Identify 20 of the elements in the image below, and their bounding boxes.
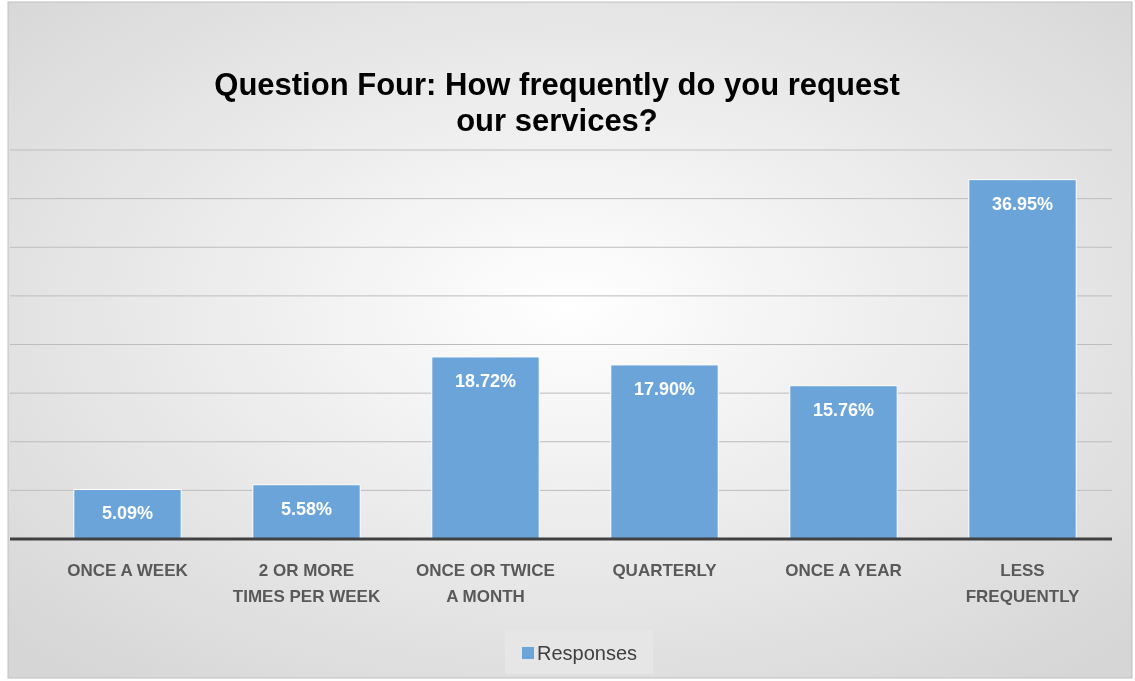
bar — [431, 356, 540, 540]
data-label: 17.90% — [633, 378, 696, 399]
x-tick-label: QUARTERLY — [612, 561, 718, 580]
bar — [968, 179, 1077, 540]
chart-title: Question Four: How frequently do you request our services? — [214, 67, 900, 138]
bar — [252, 484, 361, 540]
x-tick-label: LESS FREQUENTLY — [965, 561, 1080, 606]
x-tick-label: 2 OR MORE TIMES PER WEEK — [232, 561, 381, 606]
bar — [610, 364, 719, 540]
data-label: 18.72% — [454, 370, 517, 391]
text: Responses — [537, 642, 638, 664]
bar — [73, 489, 182, 540]
data-label: 36.95% — [991, 193, 1054, 214]
data-label: 5.09% — [101, 503, 154, 524]
x-tick-label: ONCE OR TWICE A MONTH — [416, 561, 555, 606]
x-tick-label: ONCE A WEEK — [67, 561, 189, 580]
data-label: 15.76% — [812, 399, 875, 420]
bar — [789, 385, 898, 540]
x-tick-label: ONCE A YEAR — [785, 561, 902, 580]
data-label: 5.58% — [280, 498, 333, 519]
